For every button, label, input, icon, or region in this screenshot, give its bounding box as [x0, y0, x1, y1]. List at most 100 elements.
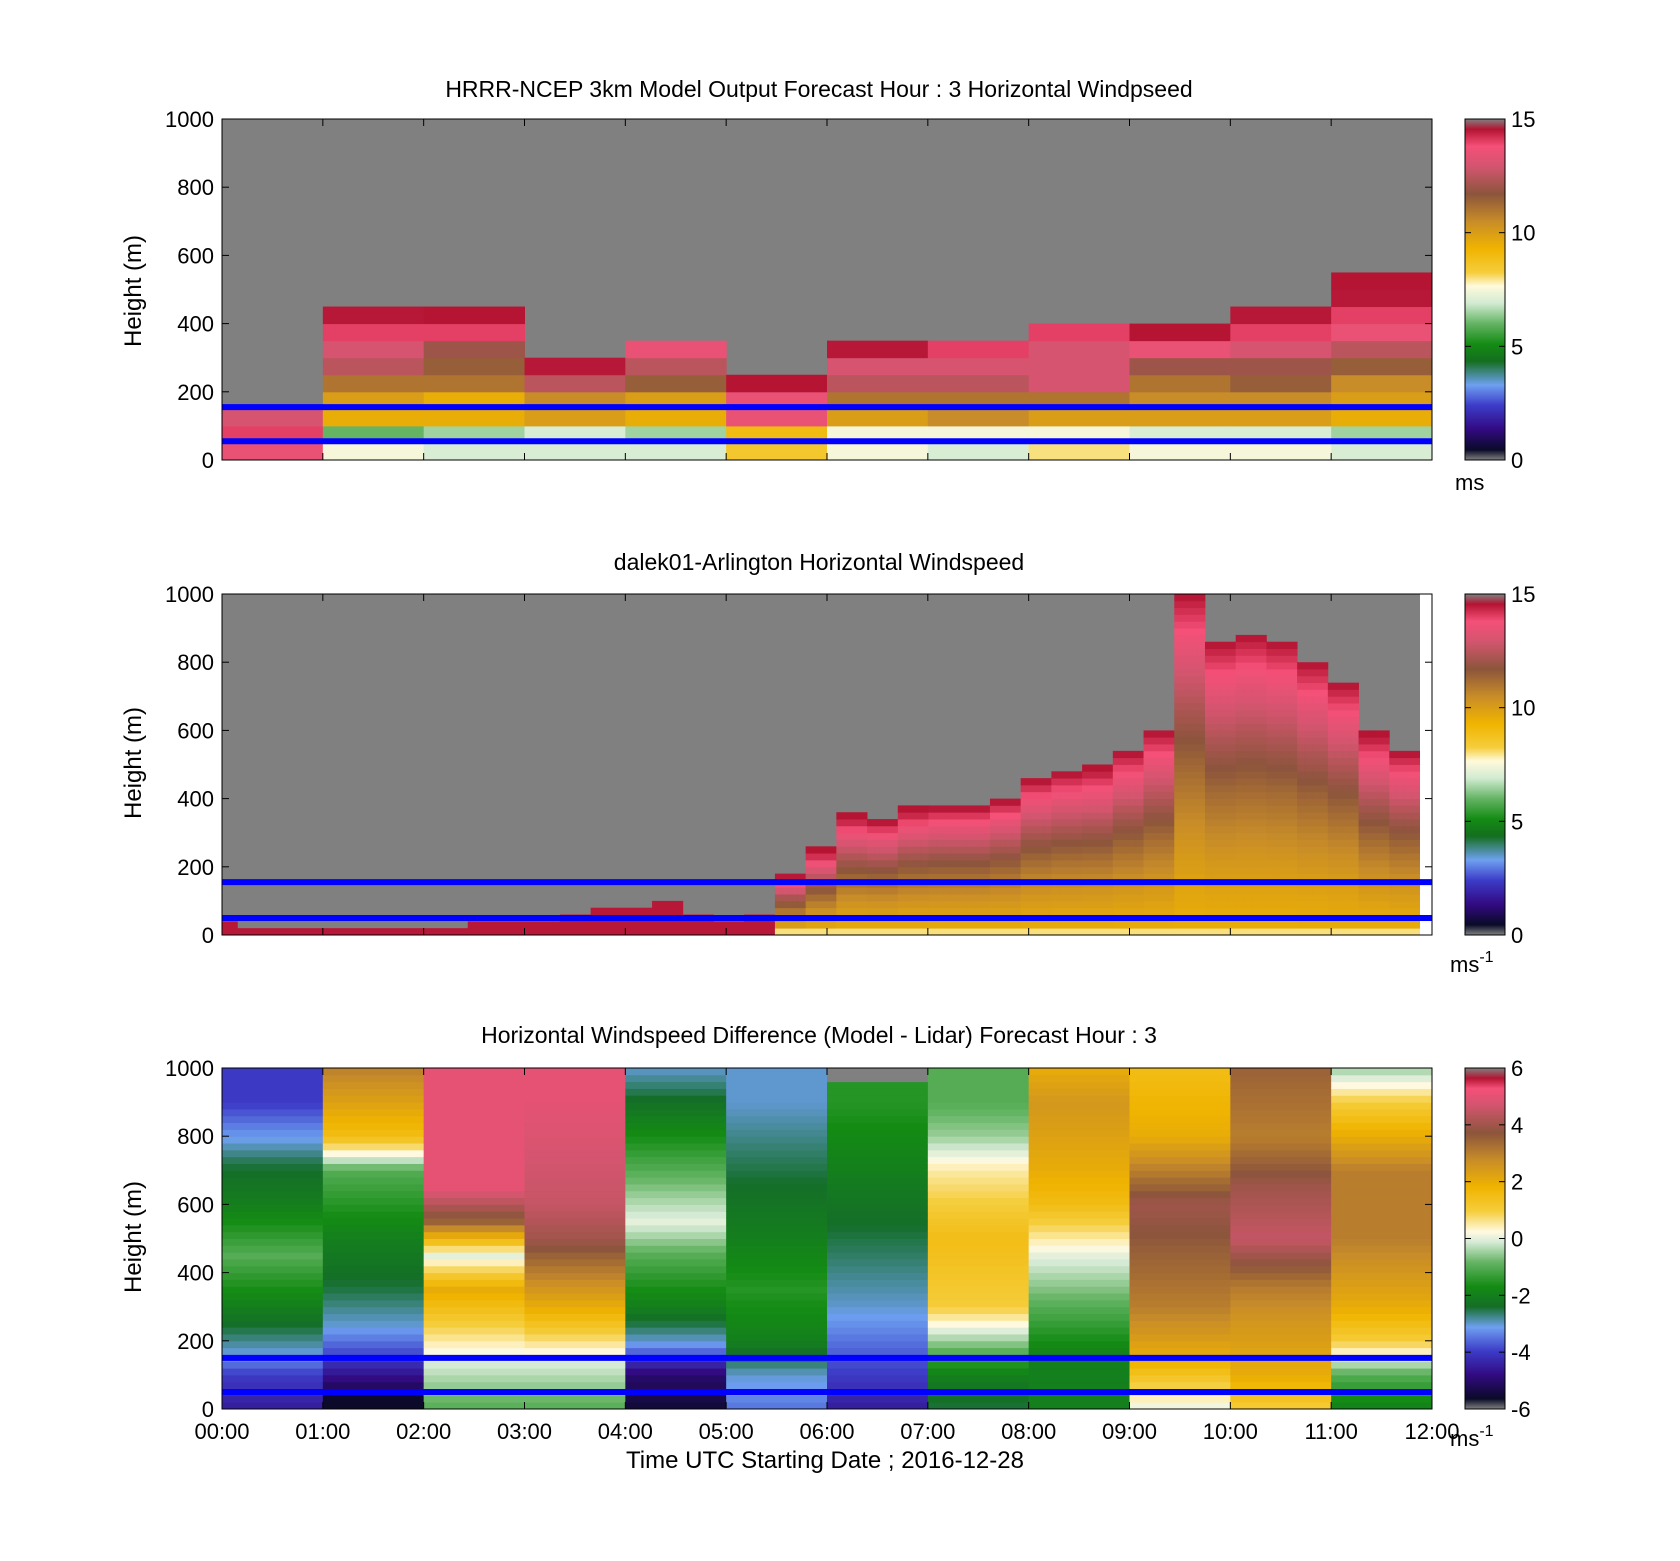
- data-cell: [951, 819, 960, 827]
- data-cell: [1289, 669, 1298, 677]
- data-cell: [1381, 778, 1390, 786]
- data-cell: [1358, 873, 1367, 881]
- data-cell: [1204, 907, 1214, 915]
- data-cell: [1135, 846, 1144, 854]
- data-cell: [1089, 907, 1098, 915]
- data-cell: [1396, 866, 1406, 875]
- data-cell: [1235, 873, 1244, 881]
- panel-difference-ylabel: Height (m): [120, 1181, 147, 1293]
- data-cell: [1112, 873, 1121, 881]
- data-cell: [423, 1395, 525, 1403]
- data-cell: [1128, 873, 1137, 881]
- data-cell: [1343, 853, 1352, 861]
- data-cell: [1266, 696, 1275, 704]
- data-cell: [1251, 696, 1260, 704]
- data-cell: [744, 928, 753, 936]
- data-cell: [1297, 696, 1306, 704]
- data-cell: [222, 1258, 324, 1267]
- data-cell: [1174, 641, 1183, 649]
- data-cell: [1059, 894, 1068, 902]
- data-cell: [1297, 771, 1306, 779]
- data-cell: [974, 894, 983, 902]
- data-cell: [1036, 921, 1045, 929]
- data-cell: [1028, 1231, 1130, 1239]
- data-cell: [1230, 1231, 1332, 1239]
- data-cell: [1358, 757, 1367, 765]
- data-cell: [997, 839, 1006, 847]
- data-cell: [1304, 839, 1313, 847]
- data-cell: [790, 887, 799, 895]
- data-cell: [1105, 921, 1114, 929]
- data-cell: [927, 1115, 1030, 1124]
- data-cell: [1204, 723, 1214, 731]
- data-cell: [827, 357, 929, 376]
- data-cell: [1112, 778, 1121, 786]
- data-cell: [928, 921, 937, 929]
- data-cell: [1343, 928, 1352, 936]
- data-cell: [1059, 900, 1068, 909]
- data-cell: [1331, 1293, 1433, 1301]
- data-cell: [1335, 819, 1344, 827]
- data-cell: [726, 1163, 828, 1171]
- data-cell: [1343, 703, 1352, 711]
- data-cell: [1396, 907, 1406, 915]
- data-cell: [1228, 859, 1237, 868]
- data-cell: [1331, 1286, 1433, 1294]
- data-cell: [1350, 682, 1359, 690]
- data-cell: [844, 928, 853, 936]
- data-cell: [1251, 798, 1260, 806]
- data-cell: [989, 859, 999, 868]
- data-cell: [805, 846, 814, 854]
- data-cell: [625, 1265, 727, 1274]
- data-cell: [959, 805, 968, 813]
- data-cell: [1343, 894, 1352, 902]
- data-cell: [652, 921, 661, 929]
- data-cell: [1036, 873, 1045, 881]
- data-cell: [927, 1163, 1030, 1171]
- data-cell: [828, 846, 837, 854]
- data-cell: [1258, 846, 1267, 854]
- data-cell: [1174, 614, 1183, 622]
- data-cell: [1331, 1183, 1433, 1192]
- data-cell: [827, 408, 929, 427]
- data-cell: [1281, 723, 1290, 731]
- data-cell: [1320, 866, 1329, 875]
- data-cell: [927, 1374, 1030, 1383]
- data-cell: [1366, 730, 1375, 738]
- data-cell: [1230, 1170, 1332, 1178]
- data-cell: [927, 1361, 1030, 1369]
- data-cell: [652, 907, 661, 915]
- data-cell: [1335, 839, 1344, 847]
- data-cell: [1181, 723, 1191, 731]
- data-cell: [1112, 907, 1121, 915]
- data-cell: [982, 846, 991, 854]
- data-cell: [1174, 757, 1183, 765]
- data-cell: [1281, 757, 1290, 765]
- data-cell: [636, 921, 645, 929]
- data-cell: [905, 825, 914, 834]
- data-cell: [1043, 839, 1052, 847]
- data-cell: [928, 866, 937, 875]
- data-cell: [726, 1347, 828, 1355]
- data-cell: [1174, 594, 1183, 602]
- data-cell: [1228, 723, 1237, 731]
- x-tick-label: 09:00: [1102, 1419, 1157, 1444]
- data-cell: [1396, 771, 1406, 779]
- data-cell: [1358, 921, 1367, 929]
- data-cell: [1243, 784, 1252, 793]
- data-cell: [1135, 907, 1144, 915]
- data-cell: [1258, 859, 1267, 868]
- data-cell: [1251, 662, 1260, 670]
- data-cell: [1129, 1286, 1231, 1294]
- data-cell: [423, 1381, 525, 1390]
- data-cell: [1251, 791, 1260, 799]
- data-cell: [1120, 894, 1129, 902]
- data-cell: [598, 928, 607, 936]
- data-cell: [322, 1320, 425, 1328]
- data-cell: [222, 1136, 324, 1144]
- data-cell: [1343, 859, 1352, 868]
- data-cell: [1235, 709, 1244, 718]
- data-cell: [821, 894, 830, 902]
- data-cell: [844, 859, 853, 868]
- data-cell: [524, 1143, 626, 1151]
